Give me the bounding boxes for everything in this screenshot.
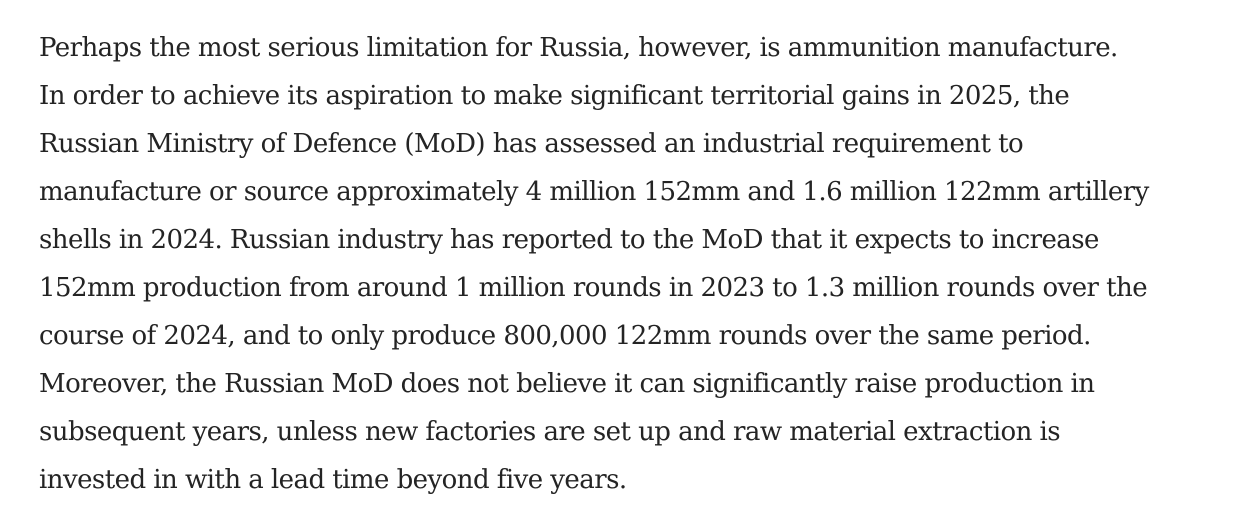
article-paragraph: Perhaps the most serious limitation for … xyxy=(39,24,1239,504)
paragraph-line: invested in with a lead time beyond five… xyxy=(39,465,627,495)
paragraph-line: Russian Ministry of Defence (MoD) has as… xyxy=(39,129,1024,159)
paragraph-line: 152mm production from around 1 million r… xyxy=(39,273,1148,303)
paragraph-line: shells in 2024. Russian industry has rep… xyxy=(39,225,1099,255)
paragraph-line: subsequent years, unless new factories a… xyxy=(39,417,1061,447)
paragraph-line: Moreover, the Russian MoD does not belie… xyxy=(39,369,1095,399)
paragraph-line: Perhaps the most serious limitation for … xyxy=(39,33,1118,63)
paragraph-line: course of 2024, and to only produce 800,… xyxy=(39,321,1091,351)
paragraph-line: manufacture or source approximately 4 mi… xyxy=(39,177,1149,207)
paragraph-line: In order to achieve its aspiration to ma… xyxy=(39,81,1070,111)
